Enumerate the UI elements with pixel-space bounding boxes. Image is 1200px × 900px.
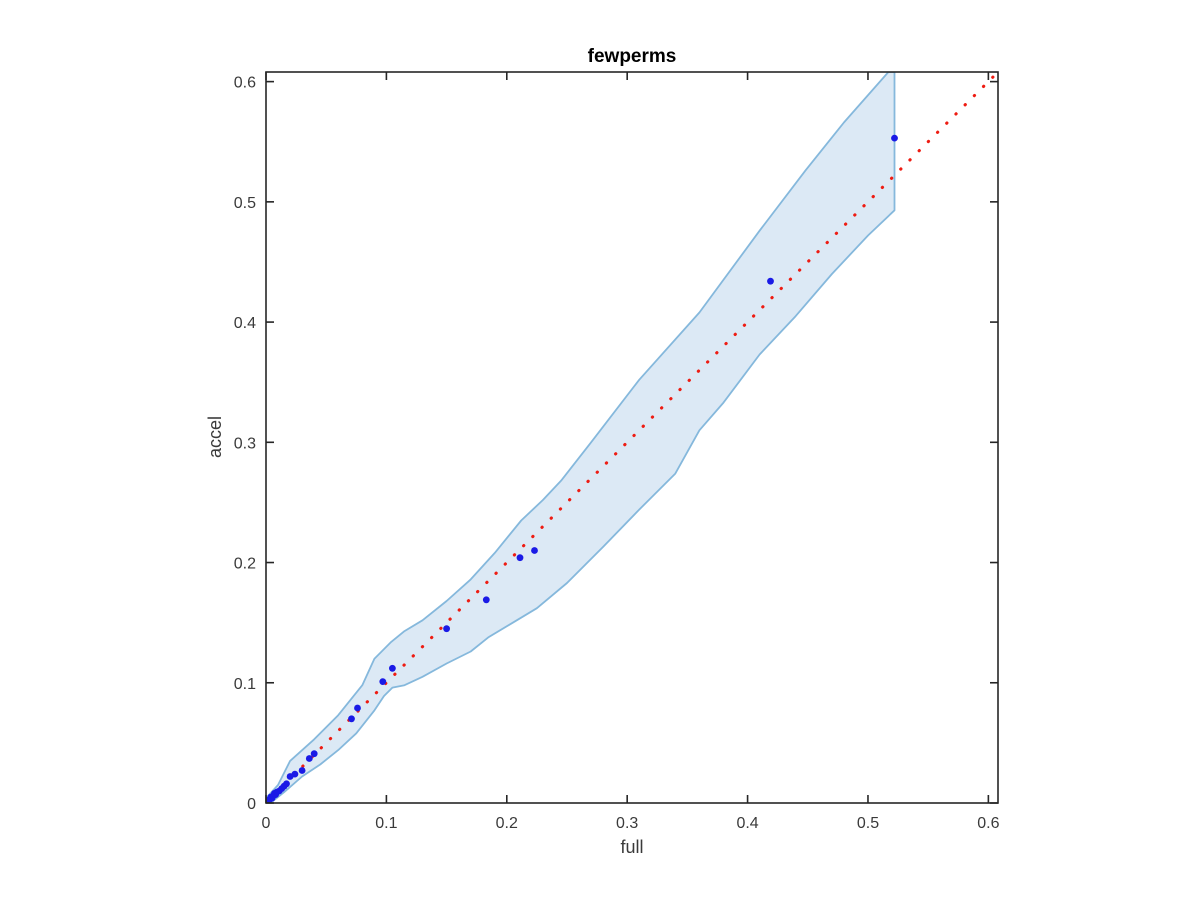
scatter-points-layer (266, 134, 898, 803)
y-tick-label: 0.3 (234, 435, 256, 452)
data-point (516, 554, 524, 562)
y-tick-label: 0.4 (234, 315, 256, 332)
y-tick-label: 0 (247, 796, 256, 813)
confidence-band-layer (266, 72, 896, 803)
x-tick-label: 0.5 (857, 815, 879, 832)
confidence-band (266, 72, 896, 803)
y-tick-label: 0.2 (234, 556, 256, 573)
data-point (443, 625, 450, 633)
chart-title: fewperms (588, 46, 677, 67)
x-tick-label: 0 (262, 815, 271, 832)
y-tick-label: 0.1 (234, 676, 256, 693)
x-tick-label: 0.6 (977, 815, 999, 832)
x-tick-label: 0.1 (375, 815, 397, 832)
data-point (482, 596, 490, 604)
tick-labels-layer: 0 0.1 0.2 0.3 0.4 0.5 0.6 0 0.1 0.2 0.3 0.4 0.5 0.6 (234, 75, 1000, 832)
data-point (305, 755, 313, 762)
x-tick-label: 0.3 (616, 815, 638, 832)
data-point (310, 750, 318, 758)
y-tick-label: 0.5 (234, 195, 256, 212)
y-tick-label: 0.6 (234, 75, 256, 92)
data-point (283, 780, 290, 788)
data-point (379, 678, 387, 685)
data-point (298, 767, 306, 774)
data-point (891, 134, 898, 142)
x-tick-label: 0.2 (496, 815, 518, 832)
data-point (389, 664, 396, 672)
data-point (767, 277, 774, 285)
x-axis-label: full (620, 837, 643, 857)
data-point (291, 770, 299, 778)
data-point (348, 715, 355, 723)
data-point (531, 547, 538, 554)
data-point (354, 704, 361, 712)
y-axis-label: accel (205, 416, 225, 458)
axes-layer (265, 71, 999, 804)
x-tick-label: 0.4 (736, 815, 758, 832)
axes-box (265, 71, 999, 804)
